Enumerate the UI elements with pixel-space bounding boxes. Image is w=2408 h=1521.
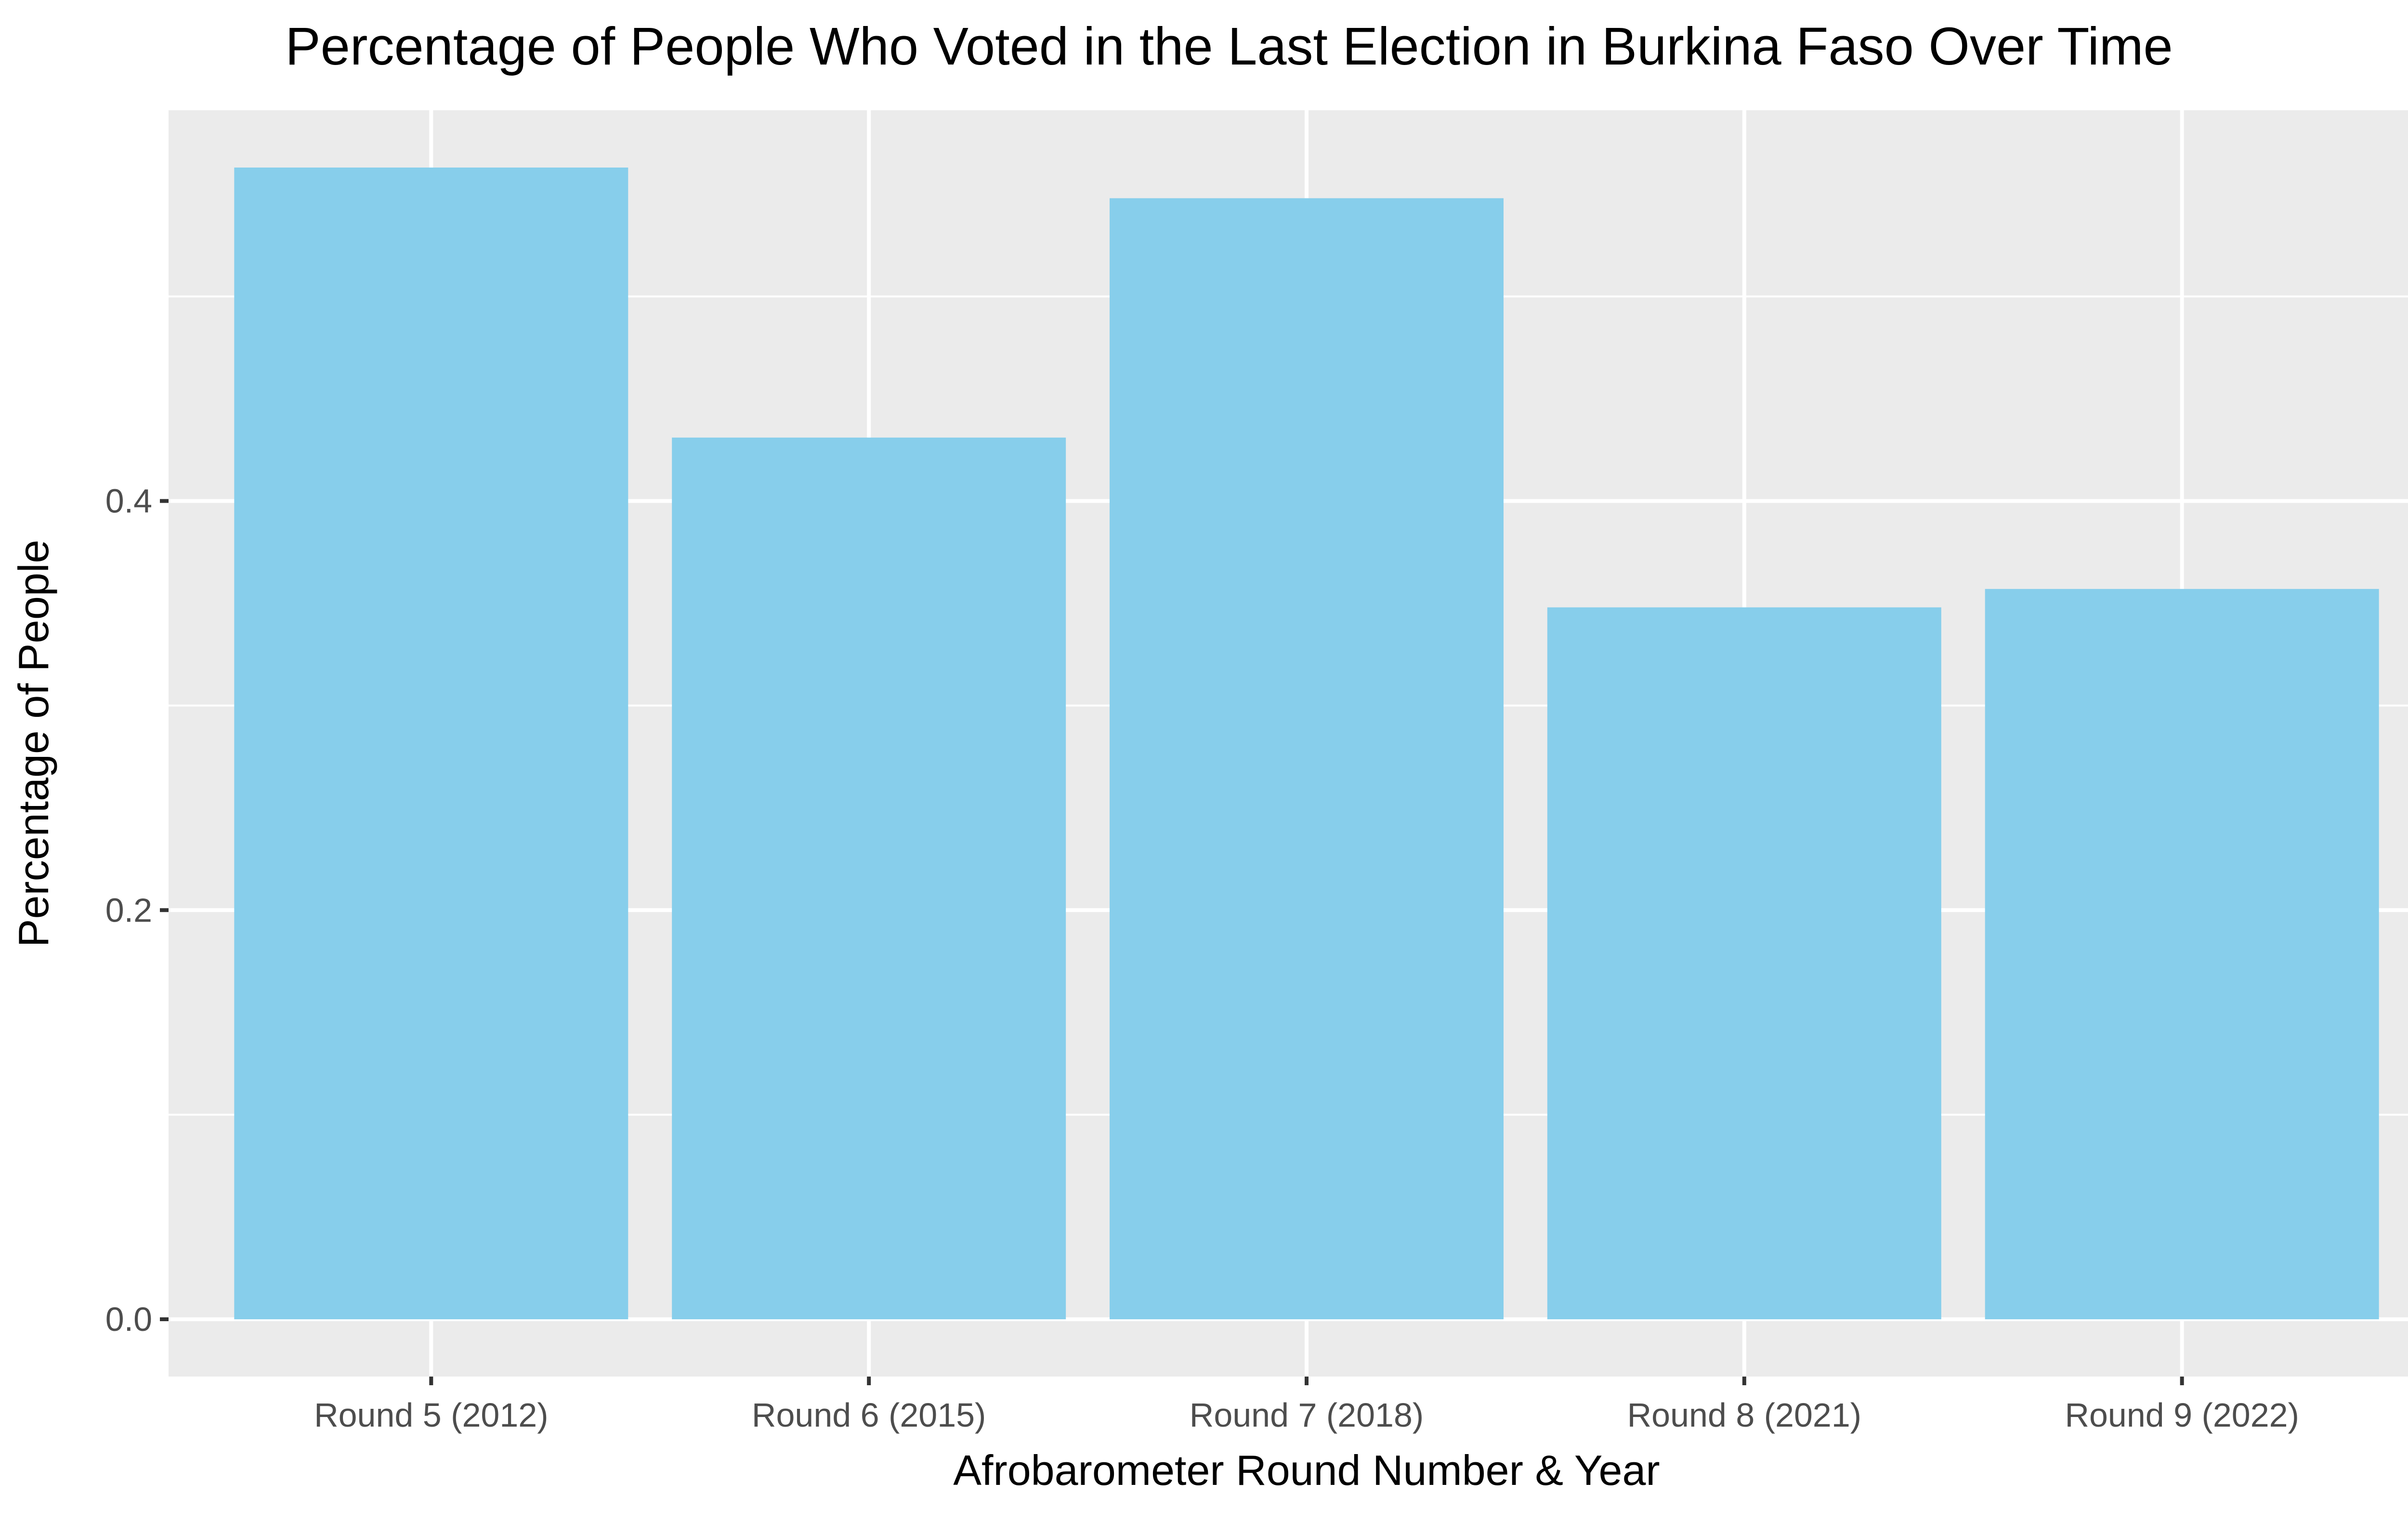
axis-ticks: 0.0 0.2 0.4 Round 5 (2012) Round 6 (2015) Rou… [105,482,2299,1434]
x-tick-label: Round 6 (2015) [752,1396,986,1434]
y-axis-title: Percentage of People [10,540,57,947]
bar-2 [672,437,1066,1320]
chart-title: Percentage of People Who Voted in the La… [285,17,2172,76]
bar-1 [234,167,628,1320]
bar-4 [1547,607,1941,1320]
bars [234,167,2379,1320]
bar-3 [1110,198,1504,1320]
y-tick-label: 0.4 [105,482,152,520]
y-tick-label: 0.0 [105,1300,152,1338]
bar-5 [1985,589,2379,1320]
x-tick-label: Round 5 (2012) [314,1396,548,1434]
x-tick-label: Round 8 (2021) [1627,1396,1861,1434]
y-tick-label: 0.2 [105,891,152,929]
x-axis-title: Afrobarometer Round Number & Year [953,1446,1660,1494]
x-tick-label: Round 9 (2022) [2065,1396,2299,1434]
x-tick-label: Round 7 (2018) [1190,1396,1424,1434]
